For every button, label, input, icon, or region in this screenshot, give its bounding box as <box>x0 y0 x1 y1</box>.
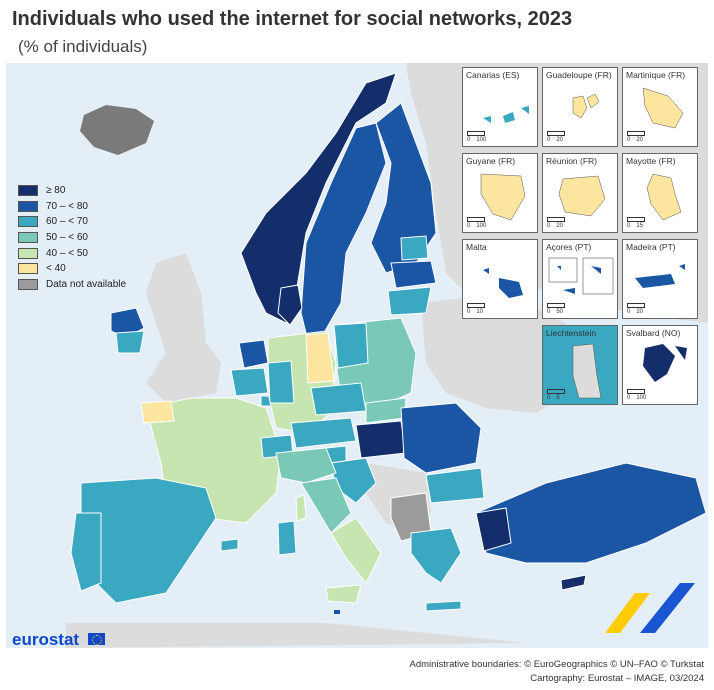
legend-item: 40 – < 50 <box>18 245 126 261</box>
legend-swatch <box>18 247 38 259</box>
region-czechia <box>310 382 367 416</box>
inset-label: Réunion (FR) <box>546 156 598 166</box>
scale-bar: 0 20 <box>627 131 645 143</box>
region-ireland-south <box>115 330 145 354</box>
credits-boundaries: Administrative boundaries: © EuroGeograp… <box>409 659 704 670</box>
region-greece <box>410 527 462 584</box>
region-latvia <box>390 260 437 289</box>
region-crete <box>425 600 462 612</box>
region-germany-east <box>305 332 335 384</box>
inset-label: Madeira (PT) <box>626 242 676 252</box>
inset-mayotte: Mayotte (FR) 0 15 <box>622 153 698 233</box>
inset-label: Svalbard (NO) <box>626 328 681 338</box>
inset-label: Guadeloupe (FR) <box>546 70 612 80</box>
region-bretagne <box>140 400 175 424</box>
scale-bar: 0 15 <box>627 217 645 229</box>
region-sweden <box>300 122 387 339</box>
region-turkiye <box>475 462 707 564</box>
inset-madeira: Madeira (PT) 0 20 <box>622 239 698 319</box>
region-romania <box>400 402 482 474</box>
region-sicily <box>325 584 362 604</box>
scale-bar: 0 100 <box>467 131 486 143</box>
region-bulgaria <box>425 467 485 504</box>
scale-bar: 0 50 <box>547 303 565 315</box>
credits-cartography: Cartography: Eurostat – IMAGE, 03/2024 <box>530 673 704 684</box>
region-estonia <box>400 235 429 261</box>
credits: Administrative boundaries: © EuroGeograp… <box>409 658 704 686</box>
iceland-landmass <box>80 105 154 155</box>
inset-svalbard: Svalbard (NO) 0 100 <box>622 325 698 405</box>
inset-label: Canarias (ES) <box>466 70 520 80</box>
inset-label: Guyane (FR) <box>466 156 516 166</box>
region-turkiye-west <box>475 507 512 552</box>
inset-label: Mayotte (FR) <box>626 156 676 166</box>
region-poland-west <box>333 322 369 369</box>
eu-flag-icon <box>88 633 105 645</box>
map-title: Individuals who used the internet for so… <box>12 8 573 30</box>
scale-bar: 0 100 <box>467 217 486 229</box>
legend-swatch <box>18 263 38 275</box>
legend-item: Data not available <box>18 277 126 293</box>
region-austria <box>290 417 357 449</box>
map-area: Canarias (ES) 0 100 Guadeloupe (FR) 0 20 M… <box>6 63 708 648</box>
region-belgium <box>230 367 269 397</box>
region-netherlands <box>238 339 269 369</box>
inset-label: Açores (PT) <box>546 242 592 252</box>
region-balearic <box>220 538 239 552</box>
inset-acores: Açores (PT) 0 50 <box>542 239 618 319</box>
legend-swatch <box>18 185 38 197</box>
region-germany-west <box>267 360 295 404</box>
scale-bar: 0 20 <box>627 303 645 315</box>
eurostat-logo: eurostat <box>12 630 80 649</box>
inset-guadeloupe: Guadeloupe (FR) 0 20 <box>542 67 618 147</box>
legend-item: < 40 <box>18 261 126 277</box>
region-slovakia <box>365 397 407 424</box>
legend-item: 50 – < 60 <box>18 230 126 246</box>
scale-bar: 0 100 <box>627 389 646 401</box>
inset-martinique: Martinique (FR) 0 20 <box>622 67 698 147</box>
region-malta <box>334 610 340 614</box>
region-denmark <box>277 284 303 326</box>
region-hungary <box>355 420 407 459</box>
region-corse <box>295 494 307 522</box>
north-africa-landmass <box>66 623 526 648</box>
map-legend: ≥ 80 70 – < 80 60 – < 70 50 – < 60 40 – … <box>18 183 126 292</box>
region-cyprus <box>560 574 587 591</box>
inset-guyane: Guyane (FR) 0 100 <box>462 153 538 233</box>
legend-swatch <box>18 200 38 212</box>
inset-label: Malta <box>466 242 487 252</box>
legend-swatch <box>18 232 38 244</box>
eurostat-decoration <box>605 583 695 633</box>
region-italy-centre <box>300 477 352 534</box>
region-italy-south <box>330 517 382 584</box>
region-italy-north <box>275 447 337 484</box>
legend-item: 60 – < 70 <box>18 214 126 230</box>
inset-label: Martinique (FR) <box>626 70 686 80</box>
scale-bar: 0 10 <box>467 303 485 315</box>
map-subtitle: (% of individuals) <box>18 37 148 56</box>
legend-swatch <box>18 216 38 228</box>
great-britain-landmass <box>146 253 221 403</box>
legend-swatch <box>18 278 38 290</box>
scale-bar: 0 20 <box>547 217 565 229</box>
legend-item: 70 – < 80 <box>18 199 126 215</box>
inset-canarias: Canarias (ES) 0 100 <box>462 67 538 147</box>
scale-bar: 0 20 <box>547 131 565 143</box>
inset-malta: Malta 0 10 <box>462 239 538 319</box>
region-lithuania <box>387 286 432 316</box>
region-sardinia <box>277 520 297 556</box>
inset-reunion: Réunion (FR) 0 20 <box>542 153 618 233</box>
region-portugal <box>70 512 102 592</box>
inset-label: Liechtenstein <box>546 328 597 338</box>
legend-item: ≥ 80 <box>18 183 126 199</box>
